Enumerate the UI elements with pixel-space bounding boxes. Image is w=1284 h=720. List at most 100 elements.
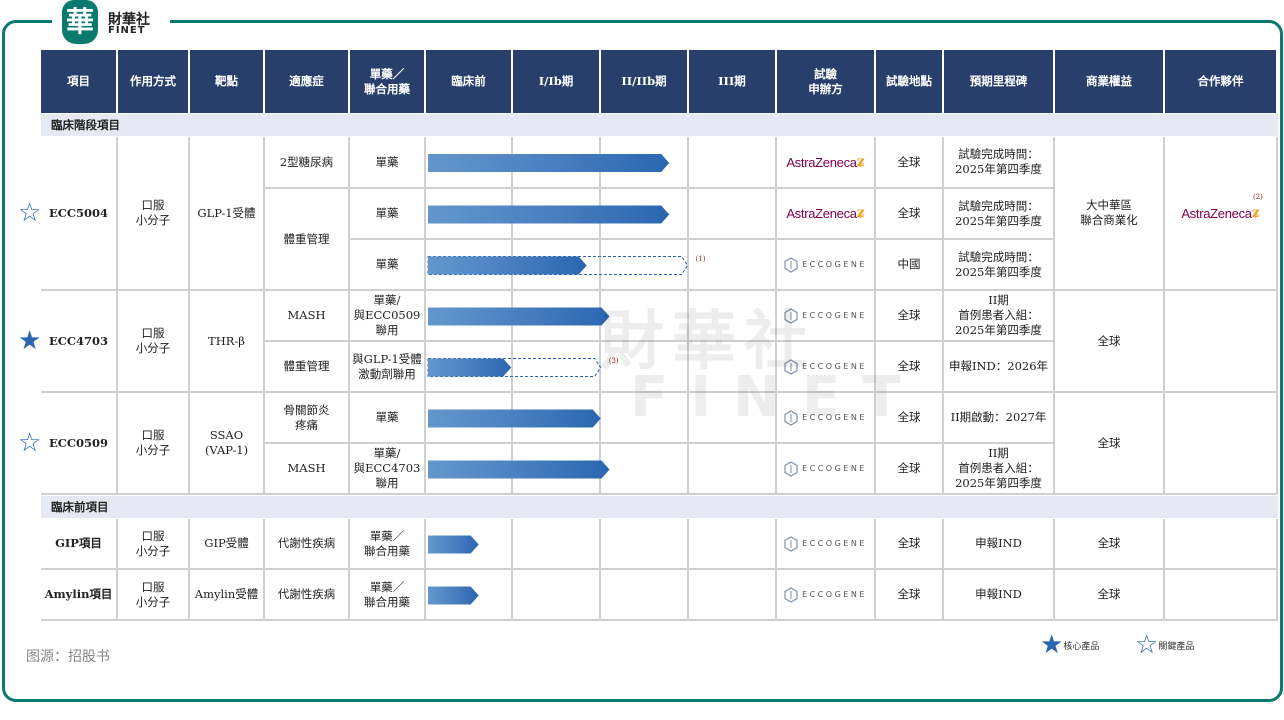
regimen: 單藥 — [350, 393, 426, 444]
phase-cell — [601, 291, 689, 342]
indication: 骨關節炎 疼痛 — [265, 393, 350, 444]
footnote-marker: (1) — [695, 254, 706, 263]
trial-location: 中國 — [876, 240, 944, 291]
column-header: 適應症 — [265, 50, 350, 113]
trial-location: 全球 — [876, 519, 944, 570]
phase-cell — [513, 137, 601, 189]
phase-cell — [601, 570, 689, 621]
phase-cell — [601, 342, 689, 393]
phase-cell — [513, 342, 601, 393]
trial-sponsor: ECCOGENE — [777, 240, 876, 291]
target: GIP受體 — [190, 519, 265, 570]
eccogene-logo: ECCOGENE — [802, 464, 867, 473]
phase-cell — [689, 570, 777, 621]
milestone: II期啟動：2027年 — [944, 393, 1055, 444]
trial-sponsor: ECCOGENE — [777, 519, 876, 570]
phase-cell — [689, 240, 777, 291]
footnote-marker: (3) — [608, 356, 619, 365]
eccogene-hexagon-icon — [784, 460, 798, 477]
phase-cell — [426, 137, 513, 189]
mode-of-action: 口服 小分子 — [118, 570, 190, 621]
column-header: 單藥／ 聯合用藥 — [350, 50, 426, 113]
commercial-rights: 全球 — [1055, 393, 1165, 495]
phase-cell — [426, 342, 513, 393]
phase-cell — [601, 393, 689, 444]
milestone: II期 首例患者入組： 2025年第四季度 — [944, 444, 1055, 495]
phase-cell — [601, 519, 689, 570]
phase-cell — [601, 444, 689, 495]
milestone: 試驗完成時間： 2025年第四季度 — [944, 137, 1055, 189]
regimen: 單藥 — [350, 189, 426, 240]
commercial-rights: 全球 — [1055, 519, 1165, 570]
trial-location: 全球 — [876, 291, 944, 342]
phase-cell — [513, 189, 601, 240]
legend-key: ☆ 關鍵產品 — [1135, 630, 1194, 660]
phase-cell — [513, 291, 601, 342]
column-header: 試驗地點 — [876, 50, 944, 113]
phase-cell — [426, 570, 513, 621]
frame-border — [2, 20, 1283, 702]
astrazeneca-symbol-icon: ʑ — [856, 153, 865, 170]
regimen: 單藥 — [350, 137, 426, 189]
phase-cell — [689, 444, 777, 495]
trial-location: 全球 — [876, 570, 944, 621]
milestone: 申報IND：2026年 — [944, 342, 1055, 393]
phase-cell — [426, 519, 513, 570]
column-header: 靶點 — [190, 50, 265, 113]
logo-name-en: FINET — [108, 25, 146, 36]
regimen: 與GLP-1受體 激動劑聯用 — [350, 342, 426, 393]
phase-cell — [601, 137, 689, 189]
astrazeneca-symbol-icon: ʑ — [856, 205, 865, 221]
project-name: ECC4703 — [41, 291, 118, 393]
phase-cell — [426, 393, 513, 444]
eccogene-hexagon-icon — [784, 307, 798, 324]
filled-star-icon: ★ — [1040, 630, 1064, 660]
mode-of-action: 口服 小分子 — [118, 137, 190, 291]
finet-logo: 華 財華社 FINET — [52, 0, 170, 44]
phase-cell — [689, 519, 777, 570]
trial-location: 全球 — [876, 189, 944, 240]
project-name: ECC0509 — [41, 393, 118, 495]
column-header: 臨床前 — [426, 50, 513, 113]
mode-of-action: 口服 小分子 — [118, 393, 190, 495]
indication: 2型糖尿病 — [265, 137, 350, 189]
trial-sponsor: AstraZeneca ʑ — [777, 137, 876, 189]
phase-cell — [426, 444, 513, 495]
section-preclinical: 臨床前項目 — [41, 496, 1278, 518]
phase-cell — [689, 189, 777, 240]
partner — [1165, 570, 1278, 621]
indication: MASH — [265, 291, 350, 342]
eccogene-logo: ECCOGENE — [802, 260, 867, 269]
project-name: ECC5004 — [41, 137, 118, 291]
column-header: II/IIb期 — [601, 50, 689, 113]
target: GLP-1受體 — [190, 137, 265, 291]
eccogene-logo: ECCOGENE — [802, 311, 867, 320]
trial-location: 全球 — [876, 137, 944, 189]
commercial-rights: 大中華區 聯合商業化 — [1055, 137, 1165, 291]
indication: 體重管理 — [265, 189, 350, 291]
trial-location: 全球 — [876, 393, 944, 444]
phase-cell — [601, 240, 689, 291]
milestone: 試驗完成時間： 2025年第四季度 — [944, 240, 1055, 291]
phase-cell — [689, 393, 777, 444]
regimen: 單藥 — [350, 240, 426, 291]
column-header: 作用方式 — [118, 50, 190, 113]
trial-sponsor: ECCOGENE — [777, 291, 876, 342]
mode-of-action: 口服 小分子 — [118, 291, 190, 393]
key-product-star-icon: ☆ — [18, 428, 42, 458]
target: SSAO (VAP-1) — [190, 393, 265, 495]
astrazeneca-logo: AstraZeneca — [786, 206, 857, 221]
commercial-rights: 全球 — [1055, 570, 1165, 621]
trial-sponsor: ECCOGENE — [777, 342, 876, 393]
section-clinical: 臨床階段項目 — [41, 114, 1278, 136]
partner — [1165, 519, 1278, 570]
logo-name-cn: 財華社 — [108, 12, 150, 28]
eccogene-logo: ECCOGENE — [802, 539, 867, 548]
partner — [1165, 393, 1278, 495]
finet-logo-mark: 華 — [62, 0, 98, 44]
trial-sponsor: ECCOGENE — [777, 444, 876, 495]
trial-sponsor: ECCOGENE — [777, 570, 876, 621]
column-header: 試驗 申辦方 — [777, 50, 876, 113]
phase-cell — [689, 291, 777, 342]
phase-cell — [513, 519, 601, 570]
